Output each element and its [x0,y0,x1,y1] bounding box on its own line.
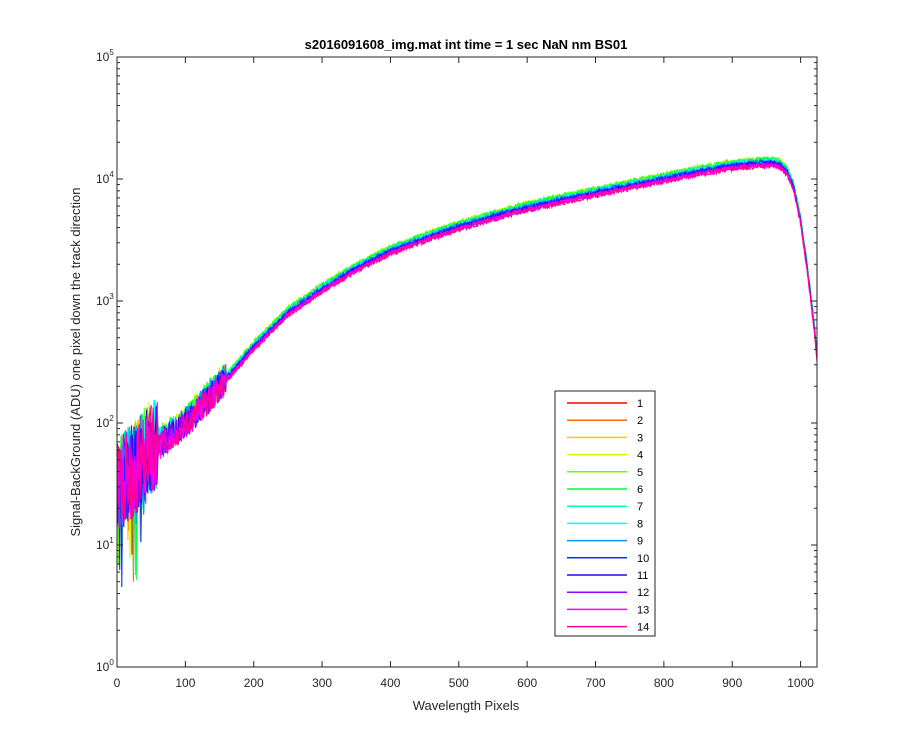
y-tick-label: 103 [96,292,114,308]
series-layer [116,155,818,588]
legend-label-8: 8 [637,518,643,530]
y-tick-label: 105 [96,48,114,64]
legend-label-2: 2 [637,415,643,427]
y-tick-label: 104 [96,170,114,186]
plot-area [117,57,817,667]
legend-label-13: 13 [637,604,649,616]
x-tick-label: 700 [586,676,606,690]
legend-label-7: 7 [637,501,643,513]
series-14-line [116,162,818,521]
legend-label-1: 1 [637,398,643,410]
y-tick-label: 101 [96,536,114,552]
x-tick-label: 800 [654,676,674,690]
legend-label-14: 14 [637,622,649,634]
legend-label-6: 6 [637,484,643,496]
x-tick-label: 0 [114,676,121,690]
chart-title: s2016091608_img.mat int time = 1 sec NaN… [305,37,628,52]
x-tick-label: 500 [449,676,469,690]
legend-label-5: 5 [637,467,643,479]
legend-label-9: 9 [637,536,643,548]
x-tick-label: 100 [175,676,195,690]
x-tick-label: 900 [722,676,742,690]
x-axis-label: Wavelength Pixels [413,698,520,713]
x-tick-label: 1000 [787,676,814,690]
x-tick-label: 300 [312,676,332,690]
y-tick-label: 100 [96,658,114,674]
y-axis-label: Signal-BackGround (ADU) one pixel down t… [68,187,83,536]
series-13-line [116,161,818,529]
legend-label-10: 10 [637,553,649,565]
x-tick-label: 400 [380,676,400,690]
legend-label-3: 3 [637,432,643,444]
axes-box [116,56,818,668]
x-tick-label: 600 [517,676,537,690]
legend-label-12: 12 [637,587,649,599]
y-tick-label: 102 [96,414,114,430]
legend-label-4: 4 [637,450,643,462]
x-axis-ticks: 0 100 200 300 400 500 600 700 800 900 1000 [114,57,814,690]
legend-label-11: 11 [637,570,648,582]
x-tick-label: 200 [244,676,264,690]
legend-box [554,390,656,637]
